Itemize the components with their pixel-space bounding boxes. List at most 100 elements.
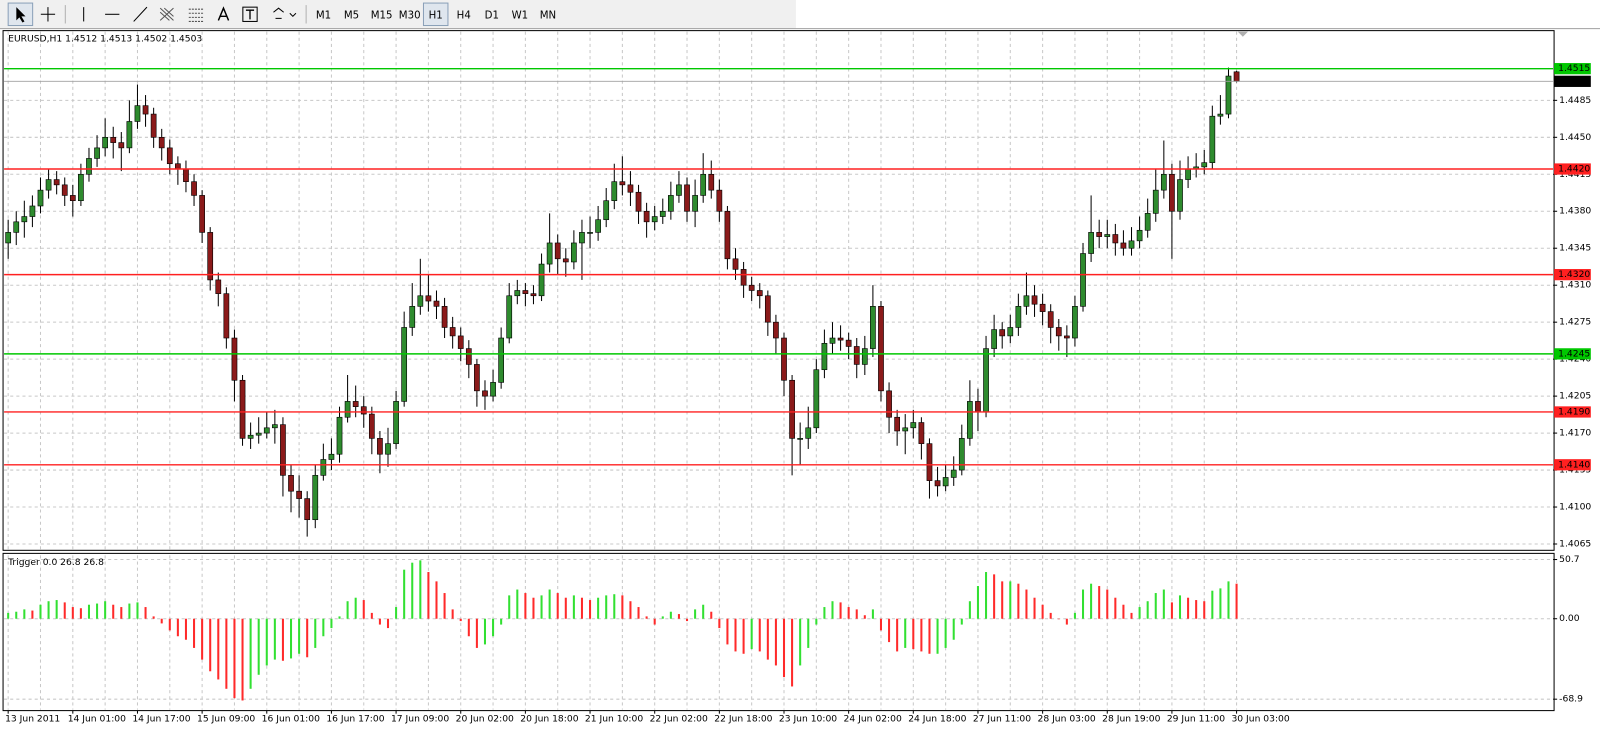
shapes-tool[interactable] <box>273 7 297 19</box>
channel-tool[interactable] <box>159 7 174 21</box>
histogram-bar <box>1195 600 1198 619</box>
histogram-bar <box>306 618 309 658</box>
timeframe-button[interactable]: D1 <box>485 10 499 21</box>
candle-body <box>465 348 472 365</box>
candle-body <box>433 300 440 307</box>
level-label: 1.4320 <box>1558 269 1590 280</box>
level-label: 1.4245 <box>1558 348 1590 359</box>
histogram-bar <box>411 562 414 619</box>
bid-label: 1.4503 <box>1558 76 1590 87</box>
histogram-bar <box>128 603 131 619</box>
candle-body <box>482 390 488 397</box>
timeframe-button[interactable]: H4 <box>457 10 471 21</box>
candle-body <box>950 469 957 478</box>
histogram-bar <box>985 572 988 619</box>
histogram-bar <box>855 609 858 619</box>
timeframe-button[interactable]: M15 <box>371 10 393 21</box>
histogram-bar <box>152 616 155 619</box>
histogram-bar <box>613 594 616 619</box>
histogram-bar <box>524 593 527 619</box>
candle-body <box>1015 306 1022 328</box>
x-tick-label: 15 Jun 09:00 <box>197 713 255 724</box>
histogram-bar <box>483 618 486 645</box>
candle-body <box>37 189 44 207</box>
histogram-bar <box>508 595 511 619</box>
crosshair-tool[interactable] <box>40 7 56 22</box>
candle-body <box>958 438 965 471</box>
candle-body <box>207 232 214 281</box>
candle-body <box>886 390 892 418</box>
candle-body <box>910 422 917 429</box>
timeframes: M1 M5 M15 M30 H1 H4 D1 W1 MN <box>316 2 556 27</box>
histogram-bar <box>1001 581 1004 619</box>
candle-body <box>312 475 319 521</box>
candle-body <box>336 416 343 455</box>
y-tick-label: 1.4275 <box>1559 317 1591 328</box>
text-tool[interactable] <box>217 6 230 21</box>
histogram-bar <box>605 595 608 619</box>
timeframe-button[interactable]: W1 <box>512 10 529 21</box>
histogram-bar <box>540 595 543 619</box>
candle-body <box>280 424 286 476</box>
histogram-bar <box>298 618 301 654</box>
histogram-bar <box>758 618 761 652</box>
histogram-bar <box>645 616 648 619</box>
histogram-bar <box>556 593 559 619</box>
candle-body <box>377 438 383 455</box>
candle-body <box>142 105 149 115</box>
histogram-bar <box>516 589 519 619</box>
candle-body <box>546 242 553 265</box>
histogram-bar <box>750 618 753 650</box>
level-label-bg <box>1554 269 1591 281</box>
candle-body <box>562 258 569 263</box>
histogram-bar <box>572 595 575 619</box>
histogram-bar <box>233 618 236 699</box>
y-tick-label: 50.7 <box>1559 554 1580 565</box>
histogram-bar <box>726 618 729 645</box>
candle-body <box>134 105 141 122</box>
timeframe-button[interactable]: MN <box>540 10 556 21</box>
candle-body <box>102 137 109 149</box>
label-tool[interactable] <box>242 6 258 22</box>
histogram-bar <box>144 607 147 619</box>
histogram-bar <box>1211 590 1214 619</box>
x-tick-label: 20 Jun 18:00 <box>520 713 578 724</box>
price-panel-frame <box>2 30 1555 551</box>
timeframe-button[interactable]: M30 <box>399 10 421 21</box>
candle-body <box>417 295 424 307</box>
histogram-bar <box>168 618 171 631</box>
timeframe-button[interactable]: M5 <box>344 10 359 21</box>
candle-body <box>304 498 311 521</box>
y-tick-label: 1.4100 <box>1559 502 1591 513</box>
histogram-bar <box>1138 607 1141 619</box>
fibo-tool[interactable] <box>188 8 204 22</box>
candle-body <box>773 321 779 339</box>
candle-body <box>1209 115 1216 163</box>
candle-body <box>183 168 189 182</box>
level-label-bg <box>1554 459 1591 471</box>
candle-body <box>110 137 117 143</box>
indicator-panel-frame <box>2 552 1555 712</box>
x-tick-label: 21 Jun 10:00 <box>585 713 643 724</box>
candle-body <box>991 329 997 349</box>
timeframe-button[interactable]: M1 <box>316 10 331 21</box>
y-tick-label: 1.4345 <box>1559 243 1591 254</box>
timeframe-button[interactable]: H1 <box>429 10 443 21</box>
cursor-icon <box>16 7 26 23</box>
candle-body <box>45 179 52 191</box>
histogram-bar <box>370 612 373 619</box>
candle-body <box>5 232 12 244</box>
candle-body <box>522 290 529 294</box>
histogram-bar <box>209 618 212 672</box>
histogram-bar <box>1122 604 1125 619</box>
trendline-tool[interactable] <box>133 6 148 22</box>
candle-body <box>441 306 448 328</box>
histogram-bar <box>1049 612 1052 619</box>
histogram-bar <box>7 612 10 619</box>
histogram-bar <box>362 600 365 619</box>
histogram-bar <box>653 618 656 625</box>
histogram-bar <box>1146 601 1149 619</box>
candle-body <box>344 401 351 418</box>
histogram-bar <box>1187 597 1190 619</box>
histogram-bar <box>281 618 284 661</box>
